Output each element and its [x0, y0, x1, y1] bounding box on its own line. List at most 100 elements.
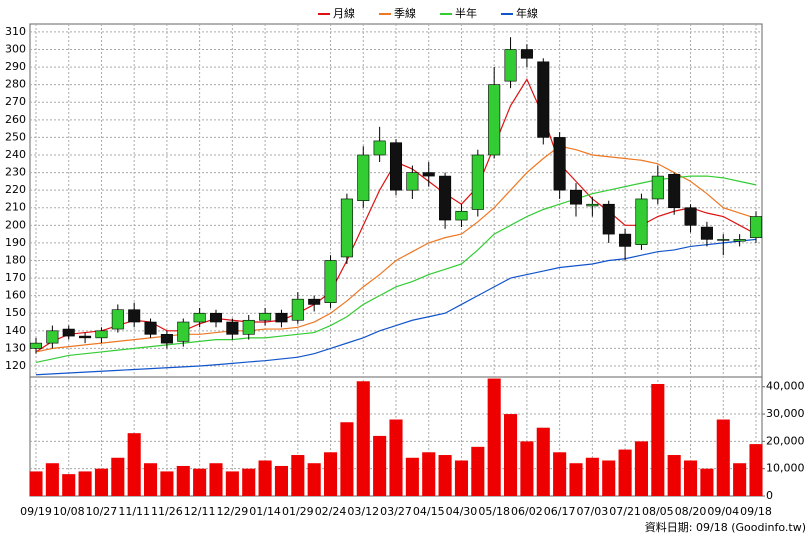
- x-tick-label: 06/02: [511, 505, 543, 518]
- legend-label: 半年: [455, 6, 477, 20]
- x-tick-label: 04/15: [413, 505, 445, 518]
- footer: 資料日期: 09/18 (Goodinfo.tw): [645, 520, 806, 534]
- volume-bar: [454, 460, 468, 496]
- volume-bar: [471, 446, 485, 496]
- candle-body: [259, 312, 272, 321]
- volume-bar: [667, 455, 681, 496]
- volume-tick-label: 40,000: [766, 380, 805, 393]
- candle-body: [553, 137, 566, 191]
- volume-bar: [291, 455, 305, 496]
- volume-bar: [45, 463, 59, 496]
- y-tick-label: 220: [5, 183, 26, 196]
- x-tick-label: 08/20: [675, 505, 707, 518]
- volume-bar: [487, 378, 501, 496]
- x-tick-label: 04/30: [446, 505, 478, 518]
- candle-body: [144, 321, 157, 335]
- volume-bar: [634, 441, 648, 496]
- volume-bar: [94, 468, 108, 496]
- x-tick-label: 02/24: [315, 505, 347, 518]
- ma-line: [35, 175, 757, 364]
- y-tick-label: 310: [5, 25, 26, 38]
- candle-body: [193, 312, 206, 323]
- y-tick-label: 210: [5, 201, 26, 214]
- candle-body: [651, 175, 664, 200]
- candle-body: [128, 309, 141, 323]
- volume-bar: [602, 460, 616, 496]
- volume-bar: [176, 465, 190, 496]
- volume-bar: [536, 427, 550, 496]
- candle-body: [242, 319, 255, 335]
- y-tick-label: 140: [5, 324, 26, 337]
- x-tick-label: 12/11: [184, 505, 216, 518]
- x-tick-label: 07/03: [577, 505, 609, 518]
- candle-body: [324, 260, 337, 303]
- volume-bar: [356, 381, 370, 496]
- volume-bar: [651, 384, 665, 496]
- ma-line: [35, 145, 757, 353]
- x-tick-label: 09/04: [707, 505, 739, 518]
- x-tick-label: 12/29: [217, 505, 249, 518]
- candle-body: [586, 203, 599, 207]
- volume-bar: [324, 452, 338, 496]
- volume-bar: [62, 474, 76, 496]
- y-tick-label: 300: [5, 42, 26, 55]
- x-tick-label: 06/17: [544, 505, 576, 518]
- y-tick-label: 150: [5, 306, 26, 319]
- volume-bar: [340, 422, 354, 496]
- y-tick-label: 170: [5, 271, 26, 284]
- volume-tick-label: 20,000: [766, 434, 805, 447]
- candle-body: [439, 175, 452, 221]
- y-tick-label: 260: [5, 113, 26, 126]
- legend-label: 年線: [516, 6, 538, 20]
- candle-body: [226, 321, 239, 335]
- candle-body: [340, 198, 353, 258]
- volume-bar: [373, 435, 387, 496]
- volume-bar: [569, 463, 583, 496]
- candle-body: [455, 210, 468, 221]
- candle-body: [749, 216, 763, 238]
- candle-body: [471, 154, 484, 210]
- volume-tick-label: 0: [766, 489, 773, 502]
- volume-bar: [160, 471, 174, 496]
- x-tick-label: 07/21: [609, 505, 641, 518]
- candle-body: [62, 328, 75, 337]
- candle-body: [111, 309, 124, 330]
- volume-bar: [193, 468, 207, 496]
- volume-tick-label: 10,000: [766, 462, 805, 475]
- volume-bar: [274, 465, 288, 496]
- ma-line: [35, 238, 757, 376]
- y-tick-label: 290: [5, 60, 26, 73]
- volume-bar: [585, 457, 599, 496]
- y-tick-label: 270: [5, 95, 26, 108]
- y-tick-label: 190: [5, 236, 26, 249]
- candle-body: [668, 174, 681, 209]
- candle-body: [635, 198, 648, 245]
- candle-body: [160, 334, 173, 344]
- candle-body: [29, 342, 43, 349]
- x-tick-label: 11/11: [118, 505, 150, 518]
- volume-bar: [258, 460, 272, 496]
- x-tick-label: 09/18: [740, 505, 772, 518]
- candle-body: [733, 239, 746, 242]
- volume-bar: [307, 463, 321, 496]
- candle-body: [700, 226, 713, 240]
- volume-bar: [422, 452, 436, 496]
- y-tick-label: 230: [5, 166, 26, 179]
- volume-bar: [209, 463, 223, 496]
- volume-tick-label: 30,000: [766, 407, 805, 420]
- volume-bar: [405, 457, 419, 496]
- volume-bar: [618, 449, 632, 496]
- candle-body: [357, 154, 370, 202]
- x-tick-label: 01/29: [282, 505, 314, 518]
- volume-bar: [504, 414, 518, 496]
- volume-bar: [78, 471, 92, 496]
- candle-body: [537, 61, 550, 138]
- candle-body: [95, 330, 108, 339]
- y-tick-label: 120: [5, 359, 26, 372]
- volume-bar: [553, 452, 567, 496]
- x-tick-label: 08/05: [642, 505, 674, 518]
- x-tick-label: 03/27: [380, 505, 412, 518]
- candle-body: [308, 298, 321, 305]
- candle-body: [717, 239, 730, 241]
- volume-bar: [716, 419, 730, 496]
